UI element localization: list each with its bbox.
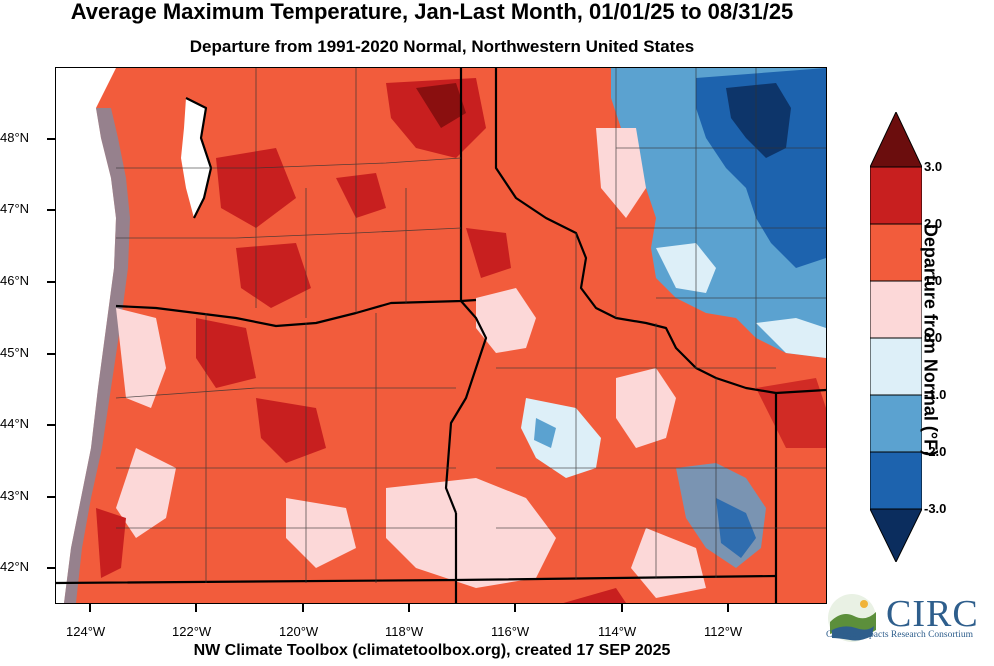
lat-label-45: 45°N: [0, 345, 30, 360]
lon-label-118: 118°W: [385, 624, 424, 639]
legend-tick-1: 1.0: [924, 273, 943, 288]
legend-bottom-arrow: [870, 508, 922, 562]
footer-credit: NW Climate Toolbox (climatetoolbox.org),…: [193, 642, 671, 659]
lat-label-44: 44°N: [0, 416, 30, 431]
logo-tagline: Climate Impacts Research Consortium: [826, 630, 973, 640]
legend-tick-neg3: -3.0: [924, 501, 947, 516]
lon-tick: [408, 604, 410, 612]
lat-tick: [47, 496, 55, 498]
lon-tick: [514, 604, 516, 612]
legend-tick-3: 3.0: [924, 159, 943, 174]
legend-band-1-2: [870, 223, 922, 282]
lon-label-116: 116°W: [491, 624, 530, 639]
lon-tick: [302, 604, 304, 612]
lat-label-46: 46°N: [0, 273, 30, 288]
lat-tick: [47, 138, 55, 140]
lat-label-42: 42°N: [0, 559, 30, 574]
map-graphic: [56, 68, 826, 603]
color-legend: [870, 112, 922, 562]
legend-band-neg2-neg1: [870, 394, 922, 453]
lon-tick: [89, 604, 91, 612]
legend-title: Departure from Normal (°F): [920, 223, 941, 457]
legend-tick-neg2: -2.0: [924, 444, 947, 459]
lon-tick: [727, 604, 729, 612]
lat-tick: [47, 209, 55, 211]
lon-label-114: 114°W: [598, 624, 637, 639]
legend-band-neg3-neg2: [870, 451, 922, 510]
lat-label-47: 47°N: [0, 201, 30, 216]
legend-top-arrow: [870, 112, 922, 168]
legend-tick-2: 2.0: [924, 216, 943, 231]
lat-tick: [47, 281, 55, 283]
lon-label-120: 120°W: [279, 624, 319, 639]
logo-name: CIRC: [886, 593, 979, 635]
temperature-map: [55, 67, 827, 604]
legend-band-neg1-0: [870, 337, 922, 396]
circ-logo: [828, 594, 876, 642]
lat-label-48: 48°N: [0, 130, 30, 145]
lat-tick: [47, 567, 55, 569]
legend-band-2-3: [870, 166, 922, 225]
map-title: Average Maximum Temperature, Jan-Last Mo…: [70, 0, 794, 24]
lon-label-112: 112°W: [704, 624, 743, 639]
lat-tick: [47, 353, 55, 355]
lat-label-43: 43°N: [0, 488, 30, 503]
lon-tick: [621, 604, 623, 612]
lat-tick: [47, 424, 55, 426]
legend-tick-0: 0.0: [924, 330, 943, 345]
map-subtitle: Departure from 1991-2020 Normal, Northwe…: [189, 37, 695, 56]
lon-tick: [195, 604, 197, 612]
lon-label-122: 122°W: [172, 624, 212, 639]
legend-tick-neg1: -1.0: [924, 387, 947, 402]
legend-band-0-1: [870, 280, 922, 339]
lon-label-124: 124°W: [66, 624, 106, 639]
